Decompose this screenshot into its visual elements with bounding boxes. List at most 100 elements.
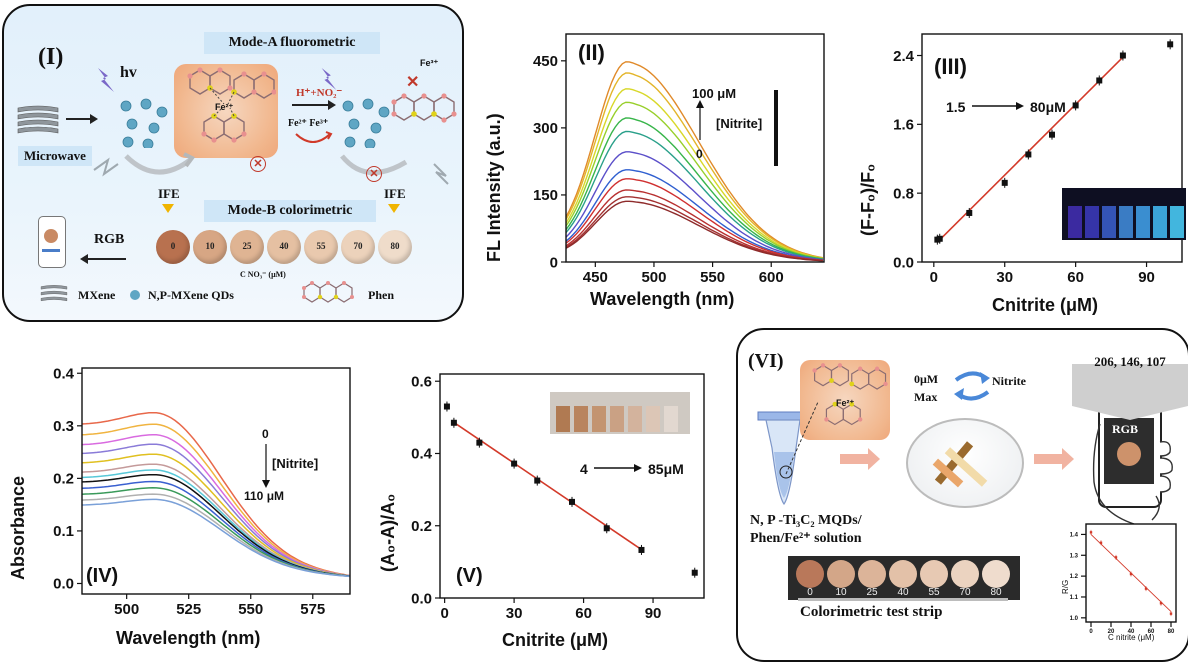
y-tick-label: 150 <box>533 187 558 204</box>
legend-phen: Phen <box>368 288 395 302</box>
y-tick-label: 300 <box>533 120 558 137</box>
state-max-label: Max <box>914 390 938 404</box>
iv-arrow-bottom: 110 μM <box>244 489 284 503</box>
x-tick-label: 60 <box>1148 629 1155 635</box>
conc-unit-label: C NO₃⁻ (μM) <box>240 270 286 279</box>
y-tick-label: 0.8 <box>893 185 914 202</box>
x-tick-label: 500 <box>114 601 139 618</box>
strip-dot-80 <box>982 560 1010 588</box>
data-point <box>1025 151 1032 158</box>
series-line-11 <box>81 498 351 578</box>
microwave-label: Microwave <box>18 146 92 166</box>
panel-ii-label: (II) <box>578 40 605 65</box>
tube-icon <box>757 411 809 506</box>
qds-legend-icon <box>130 290 140 300</box>
data-point <box>450 419 457 426</box>
iv-arrow-label: [Nitrite] <box>272 456 318 471</box>
iii-range-to: 80μM <box>1030 99 1066 115</box>
v-range-from: 4 <box>580 461 588 477</box>
strip-dot-label: 40 <box>897 587 909 598</box>
series-line-1 <box>81 423 351 577</box>
mxene-stack-icon <box>17 105 59 134</box>
data-point <box>1144 587 1148 590</box>
x-tick-label: 60 <box>575 605 592 622</box>
plot-frame <box>921 33 1183 263</box>
state-0-label: 0μM <box>914 372 939 386</box>
vi-mini-xlabel: C nitrite (μM) <box>1108 633 1155 642</box>
iv-ylabel: Absorbance <box>8 476 28 580</box>
data-point <box>966 209 973 216</box>
qds-cluster-left <box>120 98 168 148</box>
rgb-label-vi: RGB <box>1112 422 1139 436</box>
color-dot-0 <box>156 230 190 264</box>
color-dot-55 <box>304 230 338 264</box>
arrow-to-qds <box>66 118 92 120</box>
v-range-to: 85μM <box>648 461 684 477</box>
y-tick-label: 1.6 <box>893 117 914 134</box>
x-tick-label: 90 <box>645 605 662 622</box>
phen-complex-icon <box>187 67 276 143</box>
iv-xlabel: Wavelength (nm) <box>116 628 260 648</box>
strip-dot-label: 70 <box>959 587 971 598</box>
y-tick-label: 1.1 <box>1070 595 1079 601</box>
panel-vi-label: (VI) <box>748 350 784 372</box>
ife-left-arrow <box>162 204 174 213</box>
phen-complex-icon-vi <box>812 363 888 426</box>
series-line-7 <box>565 169 823 261</box>
data-point <box>476 439 483 446</box>
ii-side-bar <box>774 90 778 166</box>
series-line-6 <box>565 151 823 261</box>
y-tick-label: 0.6 <box>411 373 432 390</box>
series-line-3 <box>81 443 351 577</box>
x-tick-label: 30 <box>996 269 1013 286</box>
data-point <box>1072 102 1079 109</box>
v-xlabel: Cnitrite (μM) <box>502 630 608 650</box>
ii-xlabel: Wavelength (nm) <box>590 289 734 309</box>
x-tick-label: 500 <box>641 269 666 286</box>
plot-frame <box>81 367 351 595</box>
data-point <box>1169 612 1173 615</box>
x-tick-label: 0 <box>1089 629 1093 635</box>
ii-arrow-label: [Nitrite] <box>716 116 762 131</box>
iii-range-from: 1.5 <box>946 99 966 115</box>
data-point <box>1167 41 1174 48</box>
rgb-values: 206, 146, 107 <box>1094 354 1166 369</box>
reagent-text: H⁺+NO₂⁻ <box>296 87 343 99</box>
y-tick-label: 0.0 <box>411 590 432 607</box>
x-tick-label: 0 <box>440 605 448 622</box>
y-tick-label: 1.0 <box>1070 616 1079 622</box>
ii-up-arrow-head <box>696 100 704 108</box>
mode-a-label: Mode-A fluorometric <box>204 32 380 54</box>
y-tick-label: 0.0 <box>53 576 74 593</box>
strip-caption: Colorimetric test strip <box>800 604 943 620</box>
x-tick-label: 550 <box>700 269 725 286</box>
phen-legend-icon <box>302 281 354 303</box>
blocked-icon-right: ✕ <box>366 166 382 182</box>
color-dot-25 <box>230 230 264 264</box>
series-line-0 <box>81 411 351 577</box>
data-point <box>1114 556 1118 559</box>
y-tick-label: 1.4 <box>1070 533 1079 539</box>
qds-cluster-right <box>342 98 390 148</box>
flow-arrow-1 <box>840 454 870 464</box>
data-point <box>1049 131 1055 138</box>
color-dot-10 <box>193 230 227 264</box>
v-cuvette-photo <box>550 392 690 434</box>
vi-mini-ylabel: R/G <box>1061 580 1070 594</box>
redox-label: Fe²⁺ Fe³⁺ <box>288 118 329 129</box>
phone-icon <box>38 216 66 268</box>
data-point <box>936 235 943 242</box>
series-line-9 <box>81 487 351 578</box>
series-line-4 <box>81 453 351 577</box>
chart-iii: 0 30 60 90 0.0 0.8 1.6 2.4 (III) 1.5 80μM Cnitr… <box>858 33 1186 315</box>
strip-dot-label: 55 <box>928 587 940 598</box>
ii-ylabel: FL Intensity (a.u.) <box>484 113 504 262</box>
fe2-label: Fe²⁺ <box>215 102 234 112</box>
x-tick-label: 90 <box>1138 269 1155 286</box>
y-tick-label: 1.2 <box>1070 574 1079 580</box>
x-tick-label: 0 <box>930 269 938 286</box>
data-point <box>1159 602 1163 605</box>
panel-v-label: (V) <box>456 565 483 587</box>
y-tick-label: 0.4 <box>411 446 433 463</box>
